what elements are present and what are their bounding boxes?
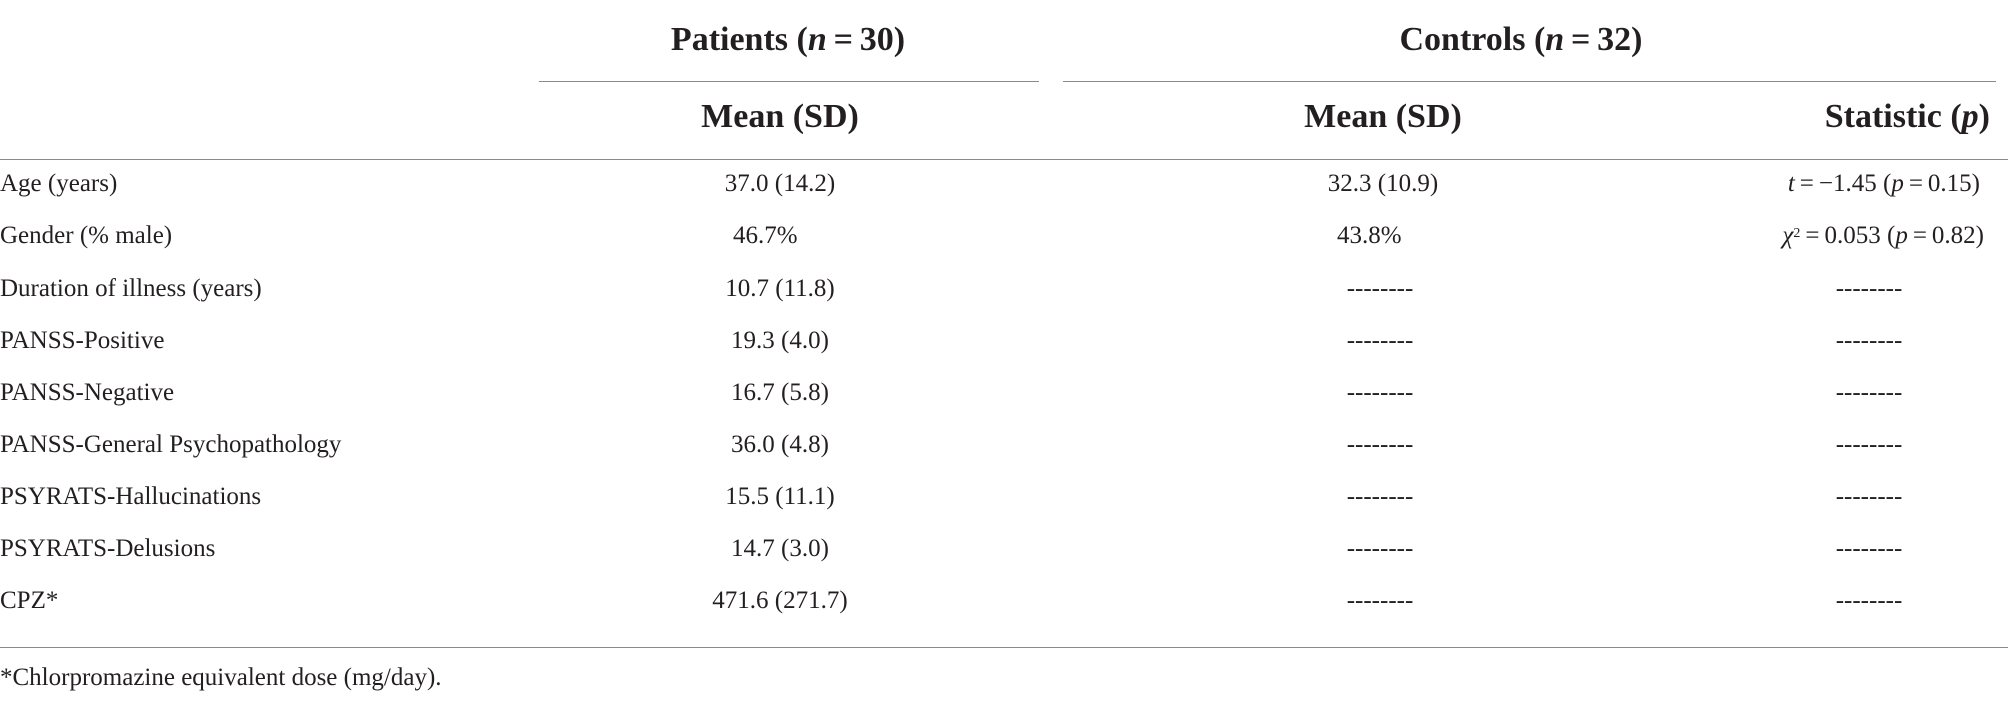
statistic-value-age: t = −1.45 (p = 0.15) bbox=[1788, 169, 1980, 199]
t-stat-text: = −1.45 ( bbox=[1794, 170, 1892, 197]
row-label-age: Age (years) bbox=[0, 170, 118, 197]
controls-n-value: = 32) bbox=[1564, 21, 1643, 58]
patients-value-panss-positive: 19.3 (4.0) bbox=[731, 327, 829, 354]
controls-label: Controls ( bbox=[1399, 21, 1546, 58]
row-label-gender: Gender (% male) bbox=[0, 222, 173, 249]
patients-n-var: n bbox=[807, 21, 827, 58]
patients-value-cpz: 471.6 (271.7) bbox=[712, 587, 848, 614]
patients-value-psyrats-delusions: 14.7 (3.0) bbox=[731, 535, 829, 562]
statistic-value-psyrats-delusions: -------- bbox=[1835, 535, 1903, 562]
statistic-value-gender: χ2 = 0.053 (p = 0.82) bbox=[1782, 221, 1984, 251]
t-var: t bbox=[1787, 170, 1795, 197]
patients-header-rule bbox=[539, 81, 1039, 82]
header-bottom-rule bbox=[0, 159, 2008, 160]
row-label-psyrats-delusions: PSYRATS-Delusions bbox=[0, 535, 216, 562]
statistic-header: Statistic (p) bbox=[1825, 97, 1990, 137]
patients-group-header: Patients (n = 30) bbox=[671, 20, 905, 60]
statistic-value-panss-positive: -------- bbox=[1835, 327, 1903, 354]
chi-var: χ bbox=[1782, 222, 1794, 249]
p-value-text: = 0.82) bbox=[1907, 222, 1984, 249]
controls-value-cpz: -------- bbox=[1346, 587, 1414, 614]
controls-value-panss-negative: -------- bbox=[1346, 379, 1414, 406]
patients-label: Patients ( bbox=[670, 21, 808, 58]
table-bottom-rule bbox=[0, 647, 2008, 648]
statistic-value-psyrats-hallucinations: -------- bbox=[1835, 483, 1903, 510]
statistic-value-panss-general: -------- bbox=[1835, 431, 1903, 458]
controls-value-age: 32.3 (10.9) bbox=[1327, 170, 1439, 197]
controls-group-header: Controls (n = 32) bbox=[1400, 20, 1643, 60]
controls-value-gender: 43.8% bbox=[1337, 222, 1402, 249]
chi-superscript: 2 bbox=[1793, 226, 1801, 241]
controls-value-psyrats-hallucinations: -------- bbox=[1346, 483, 1414, 510]
chi-stat-text: = 0.053 ( bbox=[1800, 222, 1896, 249]
row-label-panss-positive: PANSS-Positive bbox=[0, 327, 165, 354]
statistic-p-var: p bbox=[1961, 98, 1979, 135]
p-var: p bbox=[1895, 222, 1908, 249]
row-label-duration: Duration of illness (years) bbox=[0, 275, 262, 302]
footnote: *Chlorpromazine equivalent dose (mg/day)… bbox=[0, 664, 442, 691]
controls-n-var: n bbox=[1545, 21, 1565, 58]
patients-value-panss-general: 36.0 (4.8) bbox=[731, 431, 829, 458]
controls-mean-sd-header: Mean (SD) bbox=[1304, 98, 1462, 135]
patients-value-age: 37.0 (14.2) bbox=[724, 170, 836, 197]
statistic-value-panss-negative: -------- bbox=[1835, 379, 1903, 406]
patients-value-psyrats-hallucinations: 15.5 (11.1) bbox=[725, 483, 835, 510]
statistic-close: ) bbox=[1978, 98, 1990, 135]
statistic-value-duration: -------- bbox=[1835, 275, 1903, 302]
row-label-panss-negative: PANSS-Negative bbox=[0, 379, 175, 406]
p-var: p bbox=[1891, 170, 1904, 197]
controls-header-rule bbox=[1063, 81, 1996, 82]
patients-mean-sd-header: Mean (SD) bbox=[701, 98, 859, 135]
patients-value-panss-negative: 16.7 (5.8) bbox=[731, 379, 829, 406]
controls-value-panss-general: -------- bbox=[1346, 431, 1414, 458]
controls-value-panss-positive: -------- bbox=[1346, 327, 1414, 354]
row-label-cpz: CPZ* bbox=[0, 587, 59, 614]
controls-value-psyrats-delusions: -------- bbox=[1346, 535, 1414, 562]
controls-value-duration: -------- bbox=[1346, 275, 1414, 302]
patients-value-gender: 46.7% bbox=[733, 222, 798, 249]
row-label-psyrats-hallucinations: PSYRATS-Hallucinations bbox=[0, 483, 262, 510]
patients-n-value: = 30) bbox=[826, 21, 906, 58]
statistic-value-cpz: -------- bbox=[1835, 587, 1903, 614]
row-label-panss-general: PANSS-General Psychopathology bbox=[0, 431, 342, 458]
statistic-label: Statistic ( bbox=[1824, 98, 1962, 135]
patients-value-duration: 10.7 (11.8) bbox=[725, 275, 835, 302]
p-value-text: = 0.15) bbox=[1903, 170, 1980, 197]
